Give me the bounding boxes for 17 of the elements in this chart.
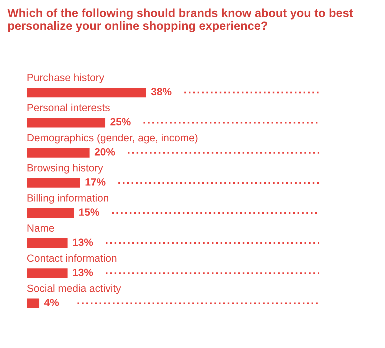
data-label: 25% — [110, 118, 131, 126]
y-tick-label: Personal interests — [28, 104, 110, 112]
y-tick-label: Name — [28, 224, 54, 232]
y-tick-label: Demographics (gender, age, income) — [28, 134, 198, 144]
data-label: 17% — [86, 178, 106, 186]
y-tick-label: Purchase history — [28, 74, 105, 84]
text: Which of the following should brands know about you to best personalize your online shopping experience? — [8, 8, 354, 33]
data-label: 13% — [73, 268, 94, 276]
data-label: 4% — [44, 299, 60, 306]
data-label: 13% — [73, 238, 94, 246]
y-tick-label: Social media activity — [27, 284, 122, 294]
data-label: 15% — [80, 208, 100, 216]
data-label: 20% — [94, 148, 116, 156]
y-tick-label: Contact information — [27, 254, 117, 262]
y-tick-label: Billing information — [28, 194, 108, 204]
data-label: 38% — [151, 88, 172, 96]
y-tick-label: Browsing history — [28, 164, 104, 174]
